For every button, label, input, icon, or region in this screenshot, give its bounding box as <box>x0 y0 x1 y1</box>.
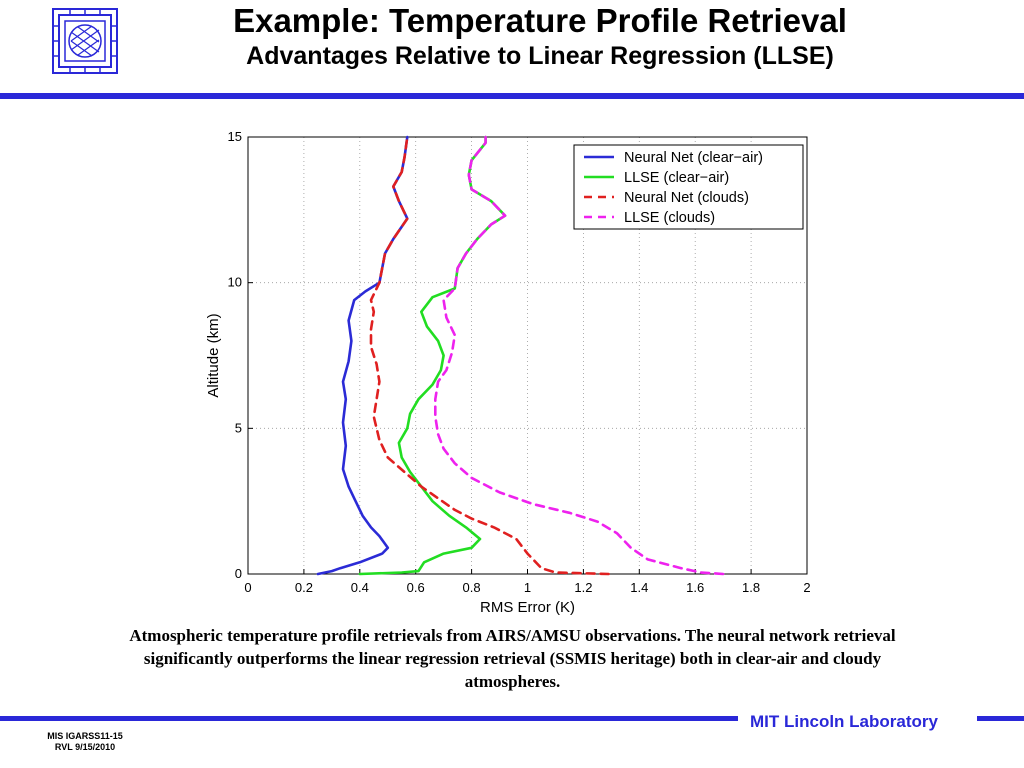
chart-series <box>316 135 725 576</box>
footer-info: MIS IGARSS11-15 RVL 9/15/2010 <box>20 731 150 753</box>
legend-label: Neural Net (clouds) <box>624 190 749 206</box>
chart-legend: Neural Net (clear−air) LLSE (clear−air) Ne… <box>573 144 804 230</box>
x-tick-label: 0.2 <box>295 580 313 595</box>
x-tick-label: 2 <box>803 580 810 595</box>
footer-date: RVL 9/15/2010 <box>54 742 116 752</box>
x-tick-label: 1.2 <box>574 580 592 595</box>
footer-divider-left <box>0 716 738 721</box>
series-line-3 <box>369 135 610 576</box>
legend-label: LLSE (clear−air) <box>624 170 729 186</box>
caption-line-2: significantly outperforms the linear reg… <box>143 649 882 668</box>
caption-line-1: Atmospheric temperature profile retrieva… <box>129 626 896 645</box>
y-tick-label: 10 <box>228 275 242 290</box>
lab-name: MIT Lincoln Laboratory <box>750 712 938 731</box>
x-tick-label: 0.4 <box>351 580 369 595</box>
x-tick-label: 1.6 <box>686 580 704 595</box>
mit-ll-logo-icon <box>52 8 118 74</box>
y-tick-label: 0 <box>235 566 242 581</box>
legend-box <box>573 144 804 230</box>
legend-label: Neural Net (clear−air) <box>624 150 763 166</box>
x-tick-label: 1.4 <box>630 580 648 595</box>
figure-caption: Atmospheric temperature profile retrieva… <box>25 624 1000 693</box>
footer-doc-id: MIS IGARSS11-15 <box>47 731 123 741</box>
caption-line-3: atmospheres. <box>464 672 561 691</box>
chart-ticks: 0 0.2 0.4 0.6 0.8 1 1.2 1.4 1.6 1.8 2 0 5 10 15 <box>228 129 811 595</box>
footer-divider-right <box>977 716 1024 721</box>
x-tick-label: 0 <box>244 580 251 595</box>
slide-subtitle: Advantages Relative to Linear Regression… <box>246 42 834 70</box>
y-tick-label: 5 <box>235 420 242 435</box>
series-line-1 <box>316 135 409 576</box>
x-axis-label: RMS Error (K) <box>480 599 575 616</box>
legend-label: LLSE (clouds) <box>624 210 715 226</box>
series-line-2 <box>358 135 507 576</box>
y-tick-label: 15 <box>228 129 242 144</box>
y-axis-label: Altitude (km) <box>205 313 222 397</box>
slide-title: Example: Temperature Profile Retrieval <box>233 2 847 39</box>
series-line-4 <box>434 135 725 576</box>
x-tick-label: 1 <box>524 580 531 595</box>
x-tick-label: 0.8 <box>463 580 481 595</box>
x-tick-label: 0.6 <box>407 580 425 595</box>
x-tick-label: 1.8 <box>742 580 760 595</box>
title-divider <box>0 93 1024 99</box>
slide-title-block: Example: Temperature Profile Retrieval A… <box>130 2 950 72</box>
rms-error-chart: 0 0.2 0.4 0.6 0.8 1 1.2 1.4 1.6 1.8 2 0 5 10 15 RMS Er… <box>205 129 811 616</box>
